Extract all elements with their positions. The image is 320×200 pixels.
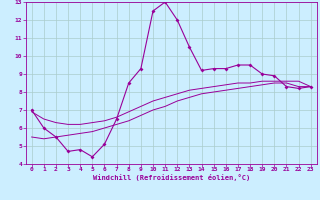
X-axis label: Windchill (Refroidissement éolien,°C): Windchill (Refroidissement éolien,°C) <box>92 174 250 181</box>
